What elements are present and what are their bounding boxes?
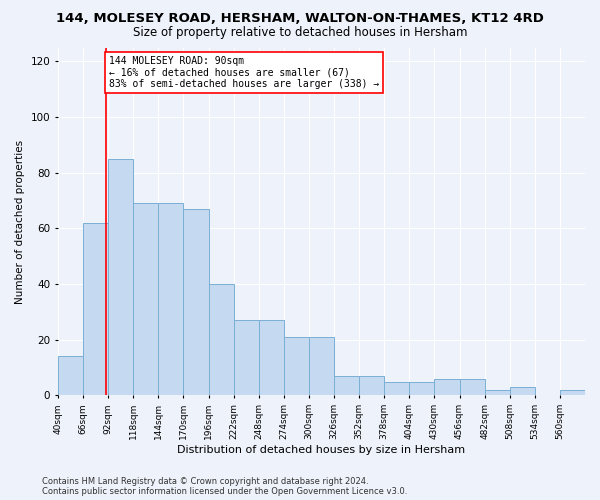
Bar bbox=[485, 390, 510, 396]
Bar bbox=[58, 356, 83, 396]
Bar bbox=[233, 320, 259, 396]
Bar bbox=[83, 223, 108, 396]
Bar bbox=[158, 204, 184, 396]
Bar bbox=[309, 337, 334, 396]
Bar bbox=[384, 382, 409, 396]
Bar bbox=[284, 337, 309, 396]
Text: 144, MOLESEY ROAD, HERSHAM, WALTON-ON-THAMES, KT12 4RD: 144, MOLESEY ROAD, HERSHAM, WALTON-ON-TH… bbox=[56, 12, 544, 26]
Bar bbox=[259, 320, 284, 396]
X-axis label: Distribution of detached houses by size in Hersham: Distribution of detached houses by size … bbox=[178, 445, 466, 455]
Bar bbox=[460, 378, 485, 396]
Bar bbox=[434, 378, 460, 396]
Text: 144 MOLESEY ROAD: 90sqm
← 16% of detached houses are smaller (67)
83% of semi-de: 144 MOLESEY ROAD: 90sqm ← 16% of detache… bbox=[109, 56, 379, 89]
Bar bbox=[133, 204, 158, 396]
Bar bbox=[409, 382, 434, 396]
Bar bbox=[184, 209, 209, 396]
Text: Contains HM Land Registry data © Crown copyright and database right 2024.
Contai: Contains HM Land Registry data © Crown c… bbox=[42, 476, 407, 496]
Bar bbox=[108, 159, 133, 396]
Bar bbox=[510, 387, 535, 396]
Bar bbox=[560, 390, 585, 396]
Bar bbox=[359, 376, 384, 396]
Bar bbox=[209, 284, 233, 396]
Y-axis label: Number of detached properties: Number of detached properties bbox=[15, 140, 25, 304]
Text: Size of property relative to detached houses in Hersham: Size of property relative to detached ho… bbox=[133, 26, 467, 39]
Bar bbox=[334, 376, 359, 396]
